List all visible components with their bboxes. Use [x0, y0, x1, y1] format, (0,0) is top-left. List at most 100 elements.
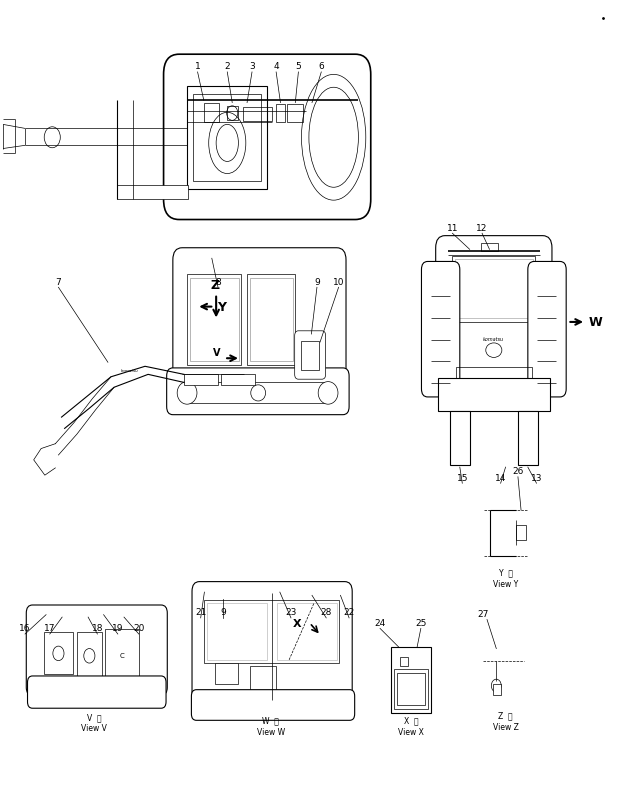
Bar: [190, 278, 239, 362]
Bar: [207, 603, 268, 660]
Text: 24: 24: [374, 618, 386, 627]
FancyBboxPatch shape: [167, 368, 349, 415]
Bar: [105, 629, 139, 680]
Text: komatsu: komatsu: [483, 337, 504, 342]
Bar: [193, 95, 261, 182]
FancyBboxPatch shape: [436, 236, 552, 391]
Ellipse shape: [177, 382, 197, 405]
Text: View V: View V: [81, 723, 107, 732]
Bar: [276, 105, 285, 122]
Bar: [481, 243, 498, 251]
Text: Z: Z: [210, 279, 220, 292]
Bar: [187, 87, 268, 190]
Text: 23: 23: [285, 607, 296, 616]
Bar: [250, 667, 276, 693]
Bar: [450, 411, 470, 466]
Text: V: V: [213, 347, 220, 357]
Bar: [187, 383, 328, 404]
Text: Y  絵: Y 絵: [499, 568, 512, 577]
Text: 18: 18: [92, 624, 103, 633]
Text: X  絵: X 絵: [404, 715, 418, 724]
FancyBboxPatch shape: [192, 582, 352, 710]
Text: View X: View X: [398, 727, 424, 736]
Bar: [243, 108, 273, 122]
Bar: [301, 342, 319, 371]
FancyBboxPatch shape: [421, 262, 460, 397]
Bar: [221, 374, 255, 385]
Bar: [215, 663, 238, 684]
FancyBboxPatch shape: [27, 676, 166, 708]
Bar: [391, 647, 431, 713]
Bar: [456, 367, 532, 379]
Text: 21: 21: [195, 607, 207, 616]
Text: 26: 26: [512, 466, 524, 475]
Text: 20: 20: [133, 624, 145, 633]
Text: 17: 17: [44, 624, 56, 633]
Text: komatsu: komatsu: [120, 369, 139, 373]
Bar: [184, 374, 218, 385]
Text: W: W: [589, 316, 603, 329]
Text: 9: 9: [220, 607, 226, 616]
FancyBboxPatch shape: [295, 332, 326, 380]
Text: Y: Y: [217, 301, 226, 314]
Text: 11: 11: [447, 223, 458, 232]
Text: 9: 9: [314, 277, 320, 286]
Text: 8: 8: [215, 277, 221, 286]
Bar: [437, 379, 550, 411]
Bar: [518, 411, 538, 466]
Text: 22: 22: [343, 607, 354, 616]
Text: 15: 15: [457, 473, 468, 482]
Text: 28: 28: [321, 607, 332, 616]
FancyBboxPatch shape: [26, 605, 167, 696]
Bar: [247, 275, 295, 365]
Bar: [400, 657, 409, 667]
Text: View W: View W: [256, 727, 285, 736]
Text: Z  絵: Z 絵: [498, 710, 513, 719]
Ellipse shape: [44, 127, 61, 148]
Text: 19: 19: [112, 624, 124, 633]
Bar: [44, 632, 73, 674]
FancyBboxPatch shape: [192, 690, 354, 720]
Text: 14: 14: [495, 473, 506, 482]
Bar: [204, 104, 218, 122]
Bar: [452, 256, 535, 323]
Text: View Z: View Z: [492, 722, 519, 731]
FancyBboxPatch shape: [173, 248, 346, 397]
Text: 12: 12: [476, 223, 488, 232]
Text: 5: 5: [296, 62, 301, 71]
Bar: [492, 684, 501, 696]
Text: V  絵: V 絵: [87, 712, 102, 721]
Text: 1: 1: [195, 62, 200, 71]
Text: W  絵: W 絵: [262, 715, 279, 724]
Bar: [205, 600, 339, 663]
Bar: [516, 526, 526, 540]
Text: C: C: [120, 652, 125, 659]
Bar: [77, 632, 102, 676]
Bar: [455, 260, 533, 319]
Bar: [187, 275, 241, 365]
Bar: [250, 278, 293, 362]
Text: 6: 6: [318, 62, 324, 71]
Text: 2: 2: [225, 62, 230, 71]
Text: View Y: View Y: [493, 579, 518, 588]
Bar: [287, 105, 303, 122]
Text: X: X: [293, 618, 301, 628]
Ellipse shape: [491, 680, 501, 693]
Text: 10: 10: [333, 277, 344, 286]
Bar: [117, 186, 188, 200]
Text: 3: 3: [249, 62, 255, 71]
Ellipse shape: [318, 382, 338, 405]
Polygon shape: [34, 444, 56, 475]
Text: 25: 25: [415, 618, 427, 627]
FancyBboxPatch shape: [163, 55, 371, 221]
Text: 13: 13: [531, 473, 542, 482]
Bar: [394, 669, 428, 709]
Text: 4: 4: [273, 62, 279, 71]
Bar: [277, 603, 338, 660]
Text: 7: 7: [56, 277, 61, 286]
Text: 16: 16: [19, 624, 31, 633]
Bar: [227, 107, 238, 121]
Bar: [397, 673, 425, 705]
Text: 27: 27: [477, 609, 489, 618]
FancyBboxPatch shape: [528, 262, 566, 397]
